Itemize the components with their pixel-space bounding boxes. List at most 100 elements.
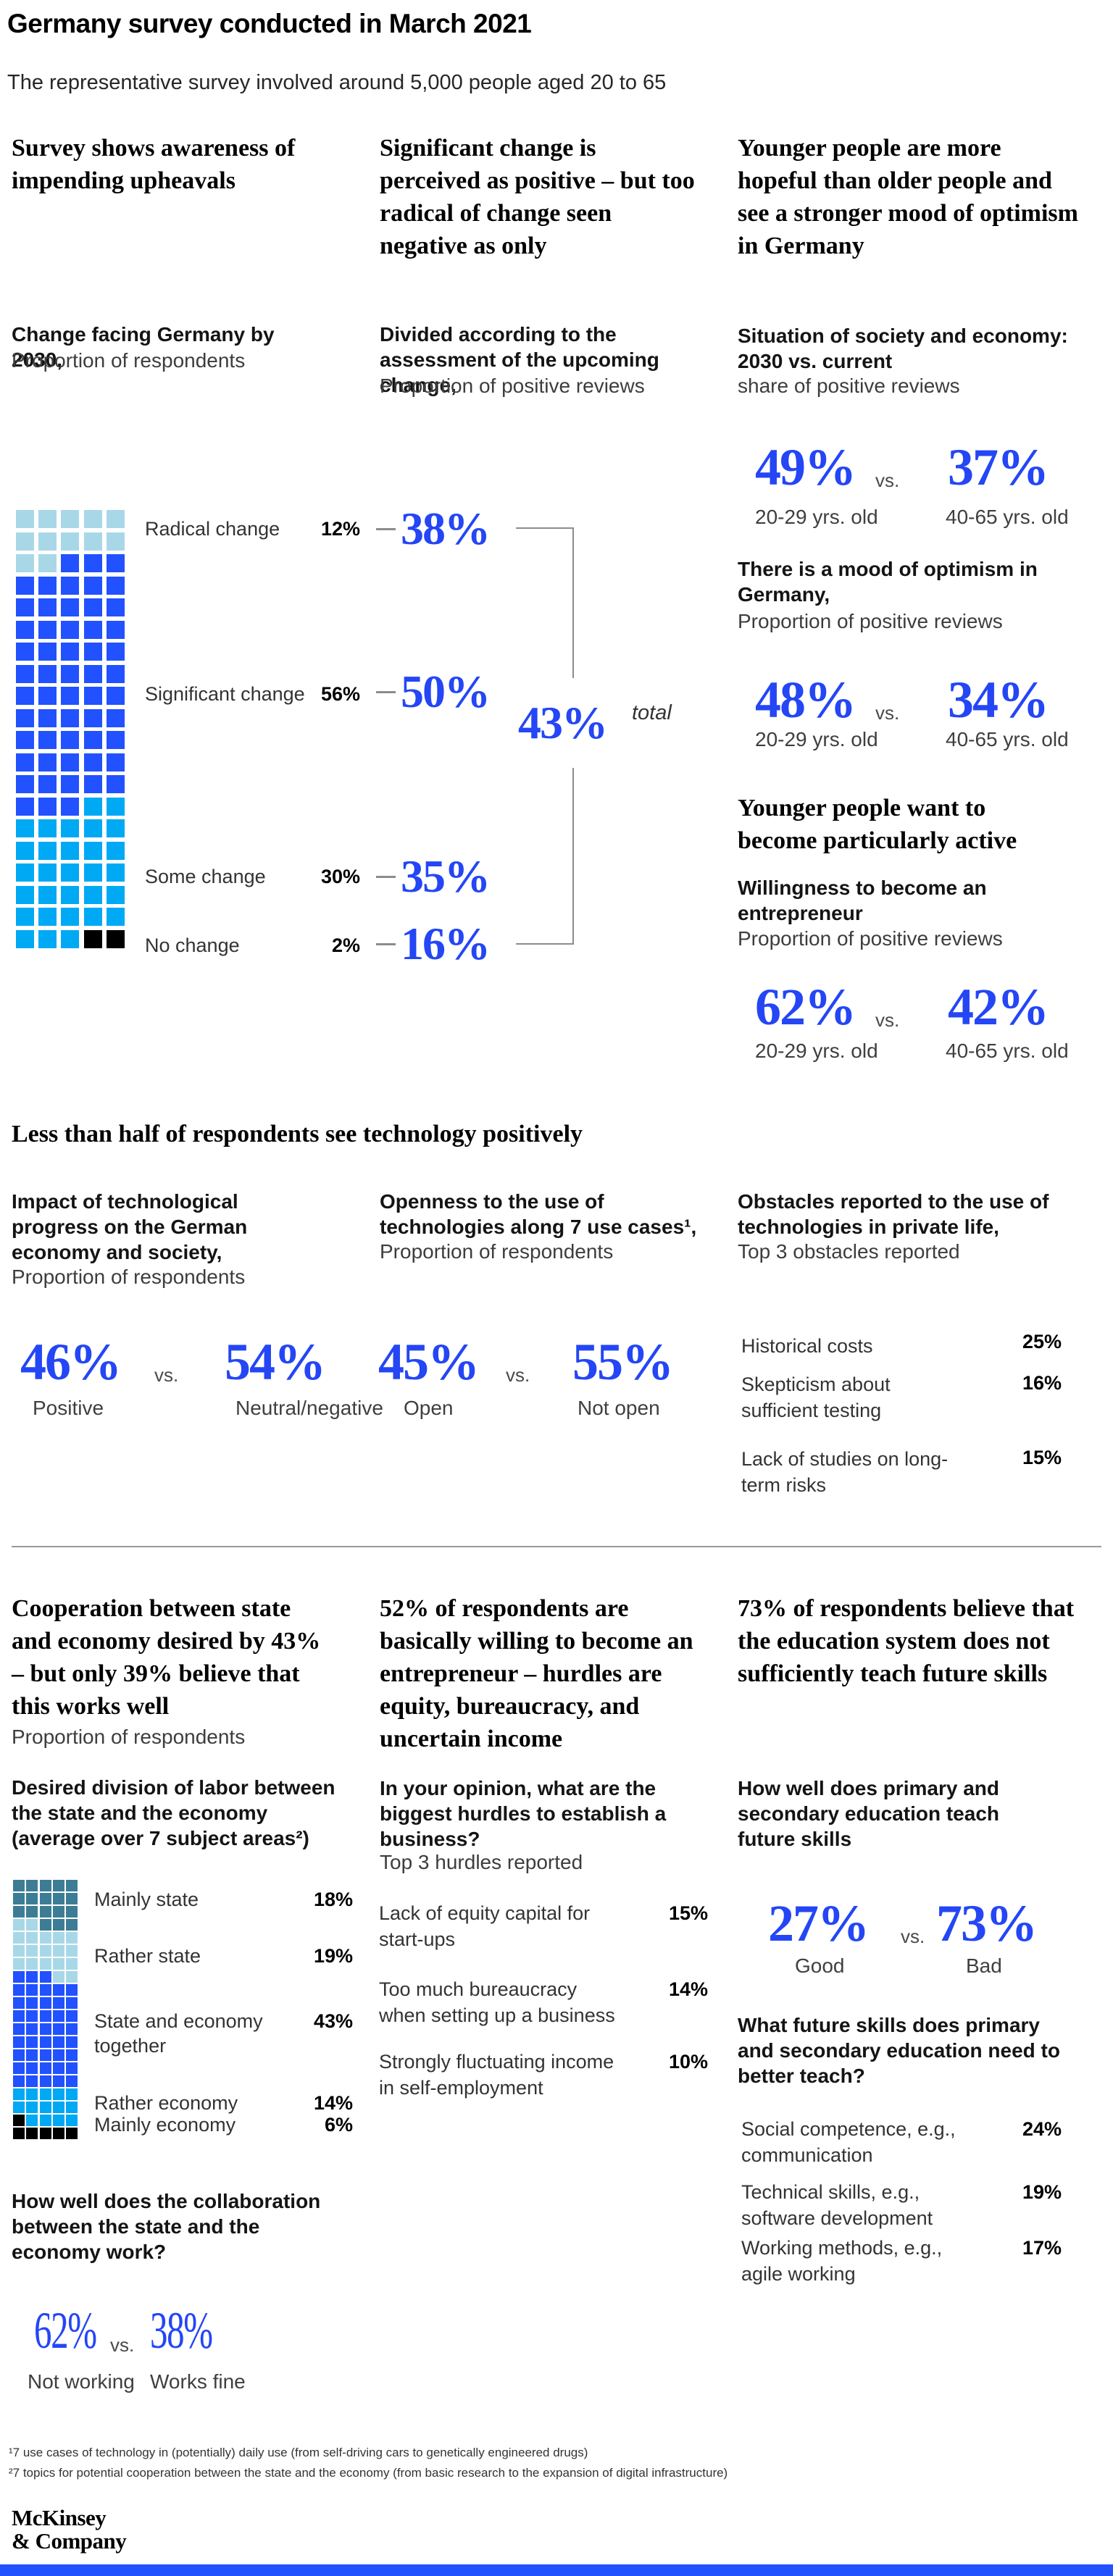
caption-open: Open [404,1397,454,1419]
waffle-cell [39,1880,51,1891]
waffle-cell [66,2102,78,2113]
vs-label: vs. [110,2334,135,2356]
waffle-cell [83,885,102,904]
waffle-cell [61,863,80,882]
waffle-cell [13,1893,25,1904]
waffle-chart-division-of-labor [13,1880,78,2139]
chart-subtitle-hurdles: Top 3 hurdles reported [380,1851,583,1873]
waffle-cell [83,643,102,661]
waffle-cell [106,643,125,661]
stat-significant-positive: 50% [401,666,491,717]
vs-label: vs. [506,1364,530,1386]
waffle-cell [39,1997,51,2009]
waffle-cell [38,885,57,904]
waffle-cell [38,775,57,793]
list-item-value: 25% [1022,1331,1062,1352]
waffle-cell [106,576,125,595]
waffle-cell [52,2036,64,2048]
waffle-cell [38,753,57,771]
list-item-value: 15% [668,1902,708,1924]
chart-subtitle-tech-impact: Proportion of respondents [12,1266,246,1288]
headline-technology: Less than half of respondents see techno… [12,1121,583,1147]
waffle-cell [66,1984,78,1996]
waffle-cell [52,2128,64,2139]
waffle-row-value: 30% [320,866,360,887]
tick-line [376,943,396,945]
stat-40-65: 42% [948,978,1049,1036]
waffle-cell [13,2102,25,2113]
waffle-cell [61,687,80,705]
caption-40-65: 40-65 yrs. old [946,728,1069,750]
waffle-cell [13,1958,25,1970]
tick-line [376,876,396,878]
waffle-cell [13,2010,25,2022]
waffle-cell [26,2088,38,2100]
list-item-label: Skepticism about sufficient testing [741,1373,891,1421]
waffle-cell [83,731,102,749]
list-item-label: Strongly fluctuating income in self-empl… [379,2051,614,2099]
waffle-cell [66,1932,78,1944]
waffle-cell [16,576,34,595]
waffle-cell [83,664,102,683]
waffle-cell [61,775,80,793]
waffle-cell [39,2102,51,2113]
waffle-cell [38,598,57,616]
waffle-cell [106,885,125,904]
waffle-cell [66,2036,78,2048]
waffle-cell [26,1997,38,2009]
waffle-cell [26,2102,38,2113]
waffle-cell [106,532,125,551]
caption-not-working: Not working [28,2370,135,2393]
waffle-cell [61,753,80,771]
waffle-cell [16,753,34,771]
list-item-label: Lack of studies on long-term risks [741,1448,949,1496]
list-item-value: 19% [1022,2181,1062,2203]
waffle-cell [38,908,57,926]
waffle-cell [26,2075,38,2087]
waffle-cell [61,554,80,572]
section-divider [12,1546,1101,1547]
chart-title-education-teach: How well does primary and secondary educ… [738,1777,1000,1850]
waffle-cell [61,708,80,727]
waffle-cell [26,1893,38,1904]
waffle-cell [26,2023,38,2035]
waffle-cell [13,1971,25,1983]
waffle-cell [52,1945,64,1957]
stat-20-29: 49% [755,438,856,496]
chart-title-hurdles: In your opinion, what are the biggest hu… [380,1777,667,1850]
caption-40-65: 40-65 yrs. old [946,1040,1069,1062]
waffle-cell [16,885,34,904]
chart-subtitle-society-economy: share of positive reviews [738,375,960,397]
waffle-cell [61,510,80,528]
waffle-cell [16,863,34,882]
waffle-cell [83,708,102,727]
chart-title-division-of-labor: Desired division of labor between the st… [12,1776,335,1849]
headline-entrepreneur-hurdles: 52% of respondents are basically willing… [380,1595,693,1752]
waffle-cell [66,1880,78,1891]
stat-20-29: 48% [755,671,856,729]
headline-younger-active: Younger people want to become particular… [738,795,1017,854]
waffle-cell [39,1906,51,1918]
waffle-cell [66,1971,78,1983]
waffle-cell [66,2062,78,2074]
waffle-cell [106,819,125,837]
waffle-cell [83,929,102,948]
headline-younger-more-hopeful: Younger people are more hopeful than old… [738,135,1078,259]
chart-title-society-economy: Situation of society and economy: 2030 v… [738,325,1068,372]
headline-education-system: 73% of respondents believe that the educ… [738,1595,1075,1687]
waffle-cell [61,643,80,661]
waffle-cell [106,753,125,771]
waffle-cell [26,1958,38,1970]
waffle-cell [52,1906,64,1918]
waffle-cell [61,620,80,639]
waffle-cell [52,1893,64,1904]
brand-bar [0,2564,1113,2576]
waffle-cell [13,2115,25,2126]
chart-title-future-skills: What future skills does primary and seco… [738,2014,1060,2087]
list-item-label: Historical costs [741,1335,873,1357]
list-item-label: Too much bureaucracy when setting up a b… [379,1978,615,2026]
waffle-cell [52,2102,64,2113]
waffle-cell [61,532,80,551]
chart-title-tech-obstacles: Obstacles reported to the use of technol… [738,1190,1049,1238]
